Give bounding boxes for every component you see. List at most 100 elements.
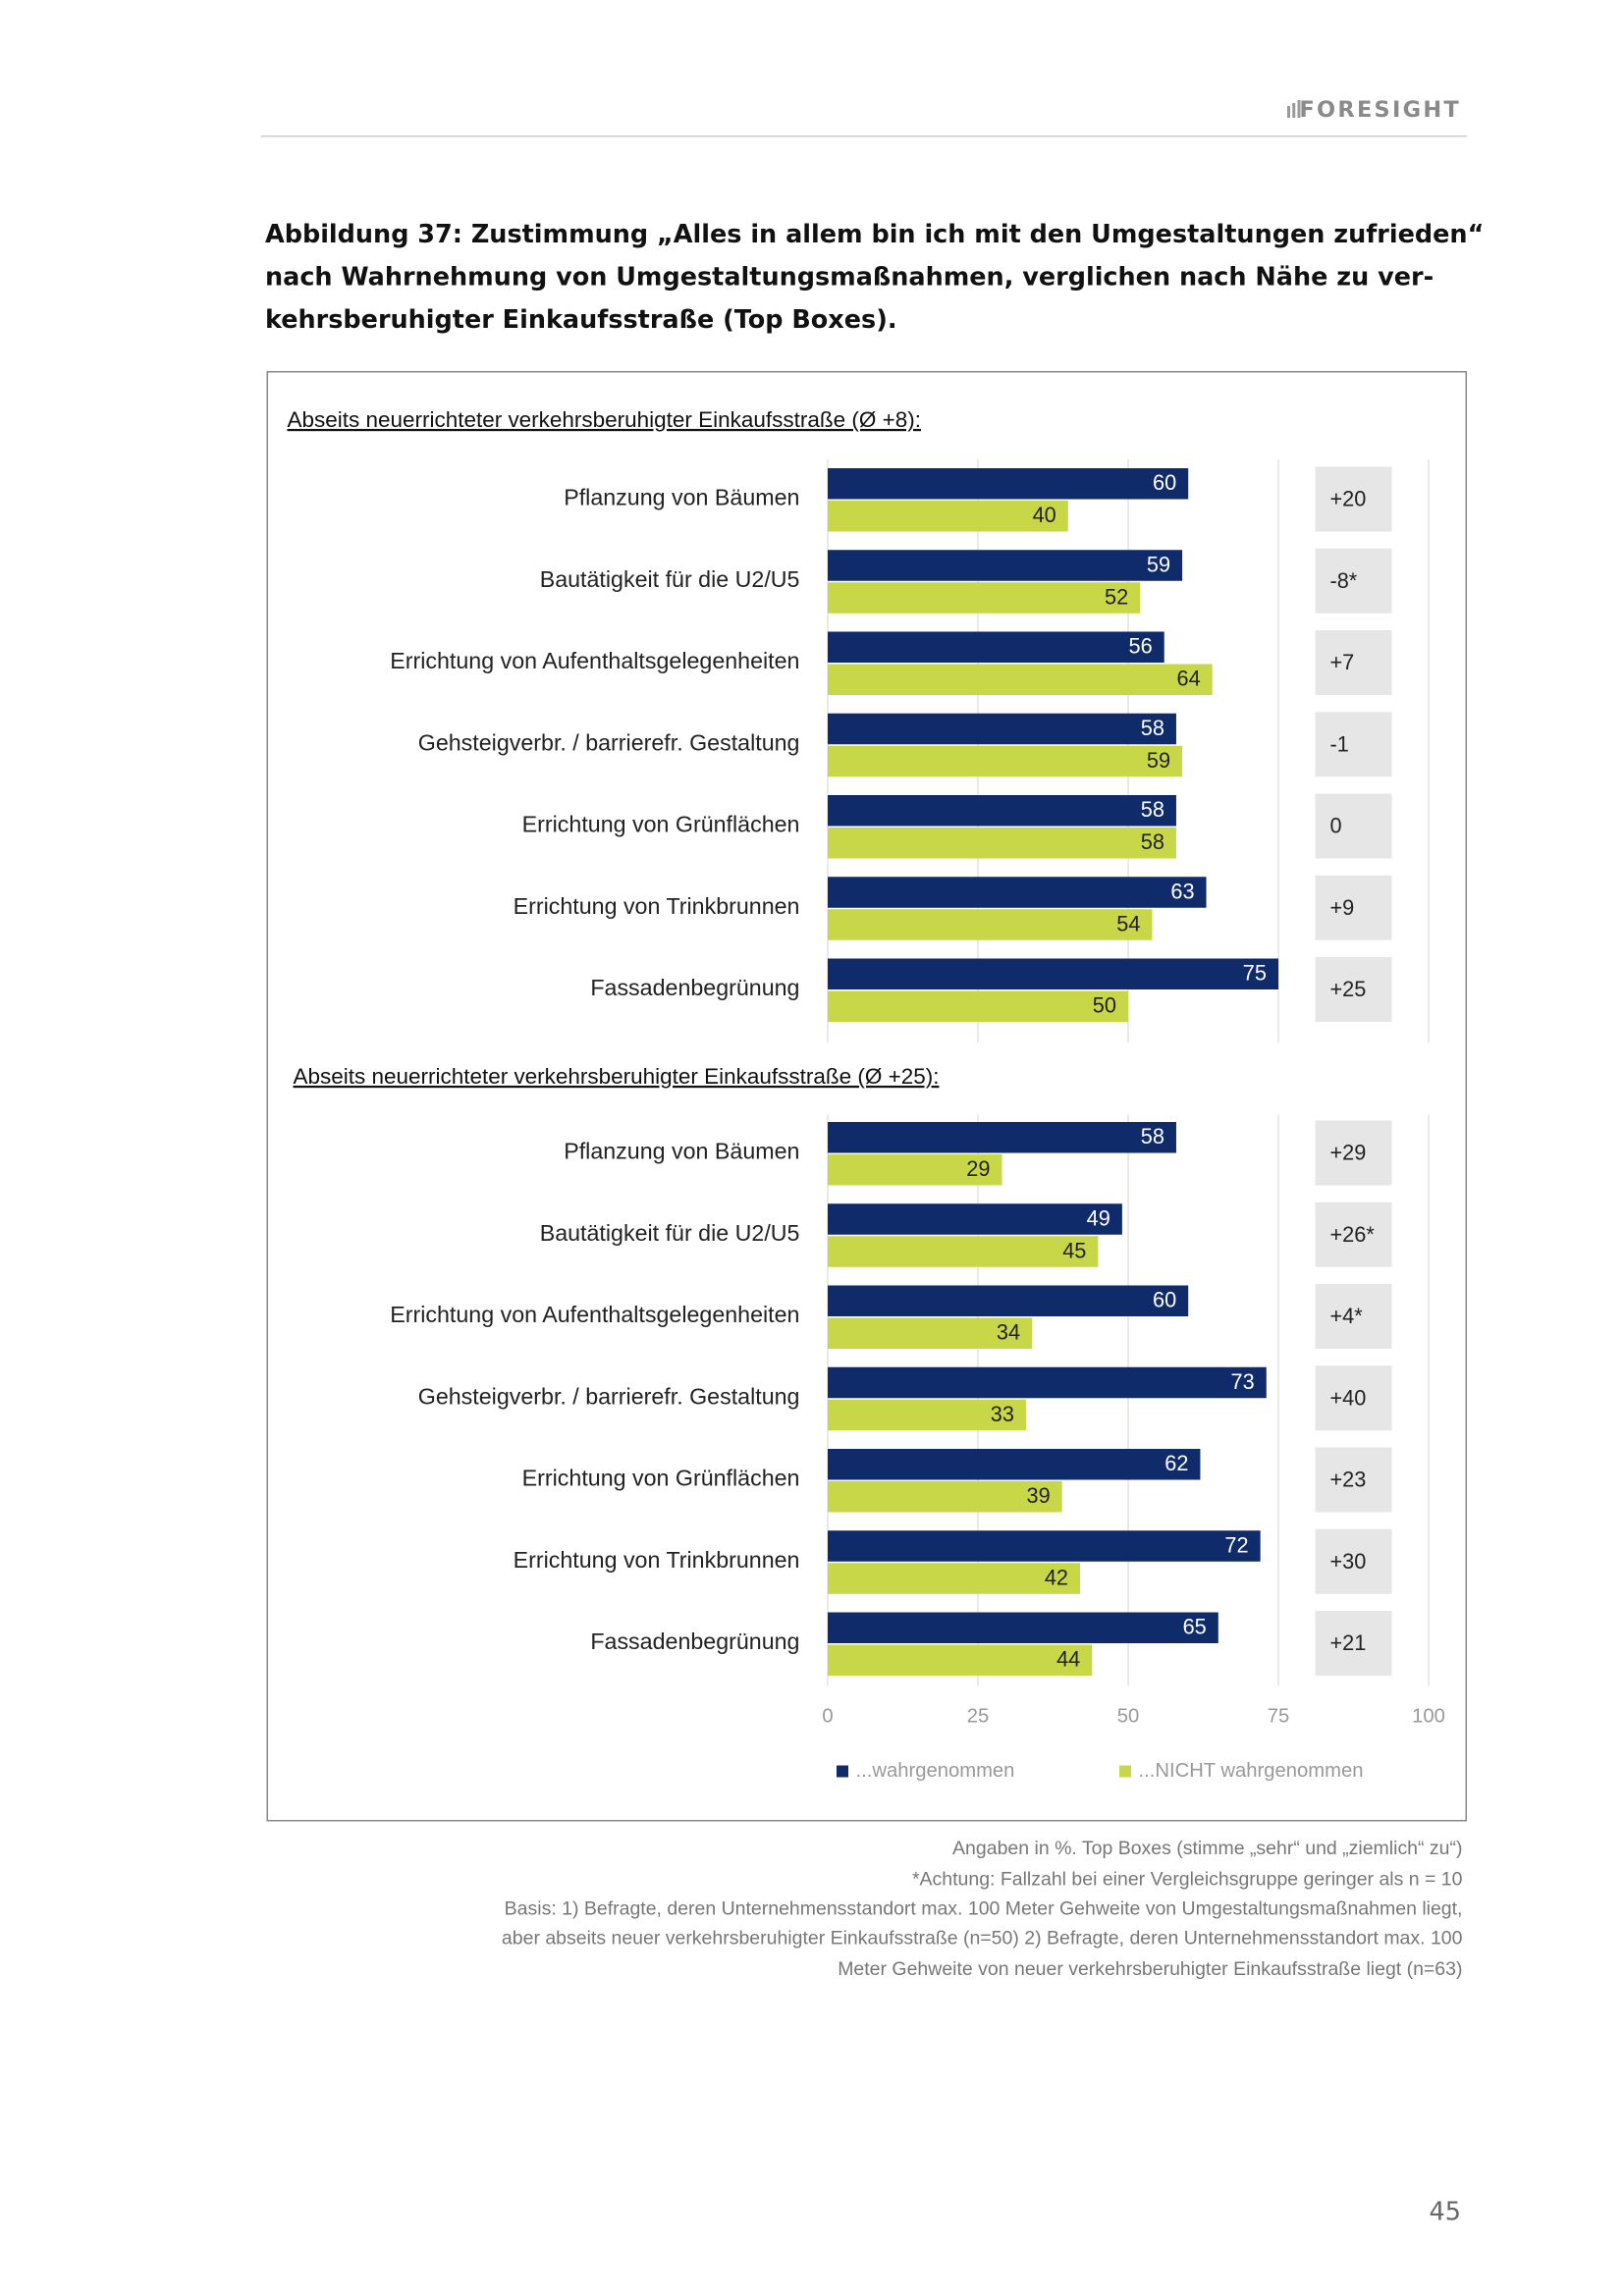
bar: [827, 828, 1176, 859]
value-label: 34: [997, 1320, 1020, 1345]
legend-label: ...NICHT wahrgenommen: [1138, 1760, 1363, 1782]
bar: [827, 1285, 1189, 1317]
difference-box: [1315, 548, 1392, 614]
bar: [827, 1399, 1026, 1431]
difference-box: [1315, 712, 1392, 777]
category-label: Fassadenbegrünung: [590, 975, 799, 1000]
brand-icon: [1286, 100, 1301, 119]
value-label: 59: [1147, 748, 1170, 773]
difference-label: +29: [1329, 1141, 1366, 1165]
difference-label: +23: [1329, 1468, 1366, 1492]
footnote: Meter Gehweite von neuer verkehrsberuhig…: [838, 1958, 1462, 1980]
value-label: 52: [1105, 585, 1128, 610]
value-label: 73: [1231, 1369, 1255, 1394]
bar: [827, 582, 1141, 614]
value-label: 50: [1093, 993, 1116, 1018]
value-label: 58: [1141, 1124, 1164, 1148]
value-label: 58: [1141, 716, 1164, 740]
bar: [827, 1563, 1081, 1594]
page-number: 45: [1430, 2197, 1461, 2226]
bar: [827, 909, 1153, 940]
x-tick-label: 100: [1412, 1705, 1445, 1727]
footnote: Basis: 1) Befragte, deren Unternehmensst…: [505, 1898, 1463, 1920]
value-label: 60: [1153, 470, 1176, 495]
category-label: Bautätigkeit für die U2/U5: [540, 566, 800, 592]
legend-label: ...wahrgenommen: [855, 1760, 1014, 1782]
value-label: 63: [1170, 880, 1194, 904]
category-label: Gehsteigverbr. / barrierefr. Gestaltung: [418, 729, 800, 755]
difference-label: +7: [1329, 650, 1354, 674]
category-label: Errichtung von Grünflächen: [522, 1466, 800, 1491]
chart-subtitle: Abseits neuerrichteter verkehrsberuhigte…: [293, 1064, 939, 1089]
x-tick-label: 0: [822, 1705, 833, 1727]
difference-box: [1315, 793, 1392, 859]
bar: [827, 550, 1183, 581]
bar: [827, 795, 1176, 827]
value-label: 29: [966, 1156, 990, 1181]
value-label: 58: [1141, 829, 1164, 854]
bar: [827, 1481, 1062, 1513]
difference-box: [1315, 875, 1392, 940]
bar: [827, 1236, 1099, 1267]
difference-label: +4*: [1329, 1304, 1363, 1328]
value-label: 45: [1062, 1239, 1086, 1263]
difference-box: [1315, 957, 1392, 1023]
caption-line: Abbildung 37: Zustimmung „Alles in allem…: [265, 220, 1484, 249]
bar: [827, 1612, 1218, 1644]
category-label: Errichtung von Aufenthaltsgelegenheiten: [390, 1302, 799, 1327]
bar: [827, 1203, 1122, 1235]
difference-box: [1315, 630, 1392, 696]
bar: [827, 1154, 1002, 1186]
difference-label: +25: [1329, 977, 1366, 1001]
difference-label: +21: [1329, 1630, 1366, 1655]
difference-label: +40: [1329, 1386, 1366, 1411]
category-label: Gehsteigverbr. / barrierefr. Gestaltung: [418, 1383, 800, 1409]
bar: [827, 501, 1068, 532]
x-tick-label: 25: [967, 1705, 990, 1727]
category-label: Errichtung von Trinkbrunnen: [514, 893, 800, 919]
footnote: *Achtung: Fallzahl bei einer Vergleichsg…: [912, 1869, 1463, 1891]
bar: [827, 1644, 1093, 1677]
footnote: Angaben in %. Top Boxes (stimme „sehr“ u…: [952, 1838, 1462, 1859]
difference-box: [1315, 466, 1392, 532]
difference-label: -8*: [1329, 568, 1357, 593]
caption-line: nach Wahrnehmung von Umgestaltungsmaßnah…: [265, 263, 1434, 293]
bar: [827, 468, 1189, 500]
bar: [827, 990, 1128, 1023]
difference-label: -1: [1329, 732, 1348, 757]
difference-label: +20: [1329, 487, 1366, 511]
chart-subtitle: Abseits neuerrichteter verkehrsberuhigte…: [287, 407, 920, 432]
category-label: Pflanzung von Bäumen: [564, 1139, 799, 1164]
difference-box: [1315, 1447, 1392, 1513]
legend-swatch: [836, 1765, 848, 1778]
difference-label: +9: [1329, 895, 1354, 920]
bar: [827, 1449, 1201, 1480]
x-tick-label: 75: [1268, 1705, 1290, 1727]
difference-label: +26*: [1329, 1222, 1375, 1247]
category-label: Bautätigkeit für die U2/U5: [540, 1220, 800, 1246]
value-label: 39: [1026, 1483, 1050, 1508]
figure-frame: [266, 371, 1467, 1822]
difference-box: [1315, 1120, 1392, 1186]
category-label: Errichtung von Aufenthaltsgelegenheiten: [390, 648, 799, 673]
bar: [827, 1317, 1033, 1350]
bar: [827, 877, 1207, 908]
value-label: 58: [1141, 797, 1164, 822]
bar: [827, 1366, 1267, 1399]
bar: [827, 1530, 1261, 1562]
difference-box: [1315, 1365, 1392, 1431]
difference-box: [1315, 1284, 1392, 1350]
value-label: 75: [1243, 961, 1267, 986]
caption-line: kehrsberuhigter Einkaufsstraße (Top Boxe…: [265, 305, 897, 335]
category-label: Pflanzung von Bäumen: [564, 485, 799, 510]
value-label: 62: [1164, 1451, 1188, 1475]
category-label: Errichtung von Trinkbrunnen: [514, 1547, 800, 1573]
bar: [827, 1122, 1176, 1153]
footnote: aber abseits neuer verkehrsberuhigter Ei…: [502, 1928, 1463, 1949]
difference-label: 0: [1329, 814, 1341, 838]
value-label: 60: [1153, 1288, 1176, 1312]
bar: [827, 631, 1164, 664]
brand: FORESIGHT: [1299, 97, 1461, 123]
